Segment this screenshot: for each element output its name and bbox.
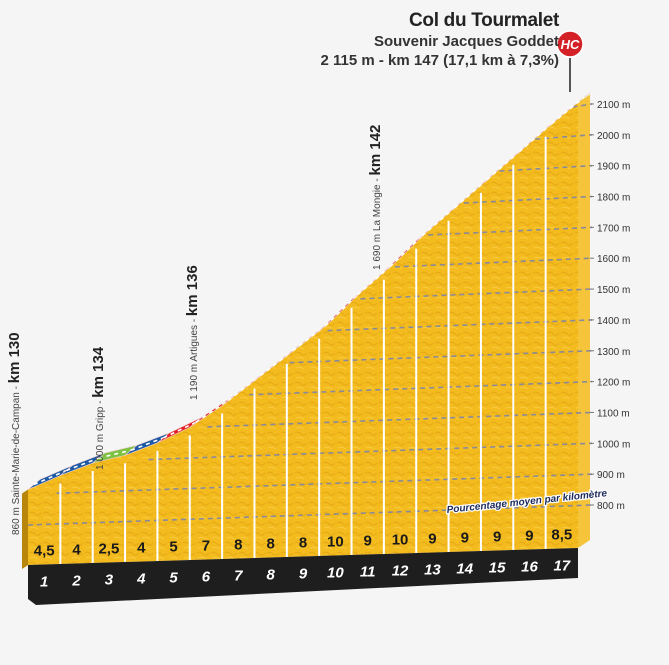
km-number: 8 (266, 567, 275, 584)
svg-text:1100 m: 1100 m (597, 408, 630, 419)
svg-text:2000 m: 2000 m (597, 131, 630, 142)
climb-details: 2 115 m - km 147 (17,1 km à 7,3%) (320, 52, 559, 69)
svg-text:1700 m: 1700 m (597, 223, 630, 234)
climb-subtitle: Souvenir Jacques Goddet (373, 33, 559, 50)
grade-label: 9 (428, 531, 436, 548)
svg-text:HC: HC (561, 37, 580, 52)
grade-label: 4 (72, 542, 81, 559)
km-dividers (59, 136, 547, 564)
svg-text:2100 m: 2100 m (597, 100, 630, 111)
grade-label: 8 (299, 535, 307, 552)
grade-label: 7 (202, 538, 210, 555)
waypoint-label: 1 190 m Artigues - km 136 (184, 265, 201, 400)
waypoint-label: 1 690 m La Mongie - km 142 (367, 125, 384, 270)
km-number: 5 (169, 570, 178, 587)
km-numbers: 1 2 3 4 5 6 7 8 9 10 11 12 13 14 15 16 17 (40, 558, 571, 591)
km-number: 16 (521, 559, 538, 576)
svg-text:1600 m: 1600 m (597, 254, 630, 265)
km-number: 4 (136, 571, 146, 588)
km-number: 10 (327, 565, 344, 582)
svg-text:1200 m: 1200 m (597, 378, 630, 389)
altitude-axis: 800 m 900 m 1000 m 1100 m 1200 m 1300 m 1400 m… (590, 100, 630, 512)
grade-label: 4 (137, 540, 146, 557)
grade-label: 10 (327, 534, 344, 551)
km-number: 3 (105, 572, 114, 589)
climb-name: Col du Tourmalet (408, 10, 559, 31)
waypoint-labels: 860 m Sainte-Marie-de-Campan - km 130 1 0… (6, 125, 384, 535)
grade-label: 8 (234, 537, 242, 554)
svg-text:1800 m: 1800 m (597, 193, 630, 204)
km-number: 15 (489, 560, 506, 577)
km-number: 1 (40, 574, 48, 591)
km-number: 12 (392, 563, 409, 580)
grade-label: 9 (364, 533, 372, 550)
svg-text:1900 m: 1900 m (597, 162, 630, 173)
km-number: 2 (71, 573, 81, 590)
km-number: 13 (424, 562, 441, 579)
hc-badge-icon (556, 30, 584, 58)
waypoint-label: 860 m Sainte-Marie-de-Campan - km 130 (6, 332, 23, 535)
svg-text:1000 m: 1000 m (597, 439, 630, 450)
km-base-band (28, 548, 578, 605)
grade-label: 4,5 (34, 543, 55, 560)
climb-title-block: Col du Tourmalet Souvenir Jacques Goddet… (320, 10, 560, 70)
profile-body (22, 94, 590, 569)
grade-label: 9 (461, 530, 469, 547)
grade-label: 5 (169, 539, 177, 556)
grade-label: 9 (525, 528, 533, 545)
km-number: 14 (456, 561, 473, 578)
waypoint-label: 1 000 m Gripp - km 134 (90, 346, 107, 470)
grade-label: 10 (392, 532, 409, 549)
summit-marker: HC (556, 30, 584, 92)
grade-label: 8,5 (551, 527, 572, 544)
svg-text:1300 m: 1300 m (597, 347, 630, 358)
grade-label: 9 (493, 529, 501, 546)
svg-text:900 m: 900 m (597, 470, 625, 481)
grade-label: 2,5 (98, 541, 119, 558)
km-number: 7 (234, 568, 243, 585)
km-number: 17 (553, 558, 570, 575)
km-number: 6 (202, 569, 211, 586)
km-number: 11 (360, 564, 376, 581)
svg-text:1400 m: 1400 m (597, 316, 630, 327)
svg-text:800 m: 800 m (597, 501, 625, 512)
gradient-labels: 4,5 4 2,5 4 5 7 8 8 8 10 9 10 9 9 9 9 8,5 (34, 527, 573, 560)
road-strip (27, 92, 591, 490)
km-number: 9 (299, 566, 308, 583)
svg-text:1500 m: 1500 m (597, 285, 630, 296)
grade-label: 8 (266, 536, 274, 553)
